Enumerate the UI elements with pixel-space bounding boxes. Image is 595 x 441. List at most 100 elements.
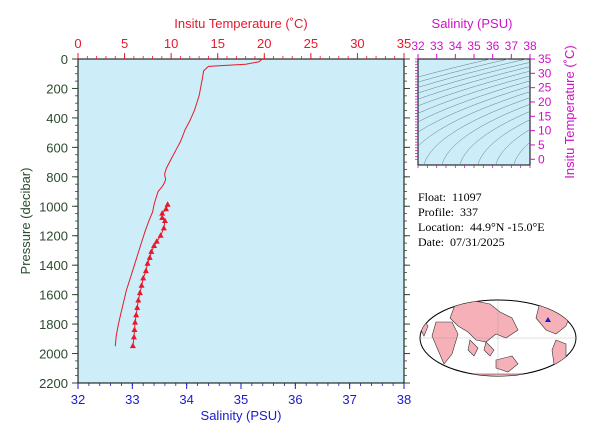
profile-row: Profile: 337 <box>418 205 545 220</box>
float-row: Float: 11097 <box>418 190 545 205</box>
float-info: Float: 11097 Profile: 337 Location: 44.9… <box>418 190 545 250</box>
salinity-axis-label: Salinity (PSU) <box>201 408 282 423</box>
ts-temperature-tick-label: 35 <box>538 52 552 66</box>
temperature-tick-label: 15 <box>210 36 224 51</box>
temperature-tick-label: 35 <box>397 36 411 51</box>
float-label: Float: <box>418 190 447 204</box>
land-shape <box>467 339 479 357</box>
salinity-point <box>129 342 136 349</box>
salinity-point <box>132 319 139 325</box>
ts-salinity-tick-label: 36 <box>486 39 500 53</box>
pressure-tick-label: 800 <box>46 170 68 185</box>
temperature-tick-label: 30 <box>350 36 364 51</box>
salinity-point <box>133 311 140 318</box>
date-row: Date: 07/31/2025 <box>418 235 545 250</box>
density-contour-line <box>423 97 530 165</box>
land-shape <box>483 341 495 357</box>
ts-temperature-tick-label: 20 <box>538 95 552 109</box>
salinity-point <box>164 201 171 207</box>
density-contour-line <box>418 85 530 133</box>
salinity-tick-label: 38 <box>397 392 411 407</box>
salinity-point <box>138 282 145 288</box>
pressure-tick-label: 200 <box>46 81 68 96</box>
ts-salinity-axis-label: Salinity (PSU) <box>432 16 513 31</box>
ts-temperature-tick-label: 0 <box>538 152 545 166</box>
float-value: 11097 <box>452 190 482 204</box>
world-map <box>419 299 577 377</box>
ts-inset-plot <box>417 58 531 166</box>
density-contour-line <box>513 141 530 165</box>
location-row: Location: 44.9°N -15.0°E <box>418 220 545 235</box>
temperature-line <box>114 58 263 347</box>
ts-temperature-axis-label: Insitu Temperature (˚C) <box>562 45 577 178</box>
pressure-tick-label: 1600 <box>39 288 68 303</box>
salinity-tick-label: 35 <box>234 392 248 407</box>
density-contours <box>418 59 530 165</box>
pressure-tick-label: 400 <box>46 111 68 126</box>
temperature-tick-label: 25 <box>304 36 318 51</box>
ts-salinity-tick-label: 37 <box>505 39 519 53</box>
density-contour-line <box>459 111 530 165</box>
salinity-tick-label: 37 <box>342 392 356 407</box>
land-shape <box>495 355 519 373</box>
temperature-tick-label: 5 <box>121 36 128 51</box>
density-contour-line <box>418 59 491 78</box>
salinity-profile <box>129 201 171 349</box>
ts-salinity-tick-label: 34 <box>449 39 463 53</box>
ts-salinity-tick-label: 35 <box>467 39 481 53</box>
salinity-point <box>148 248 155 254</box>
salinity-point <box>159 214 166 221</box>
salinity-tick-label: 34 <box>179 392 193 407</box>
float-location-marker <box>545 317 551 322</box>
profile-value: 337 <box>460 205 478 219</box>
ts-salinity-axis: 32 33 34 35 36 37 38 <box>411 39 537 168</box>
density-contour-line <box>418 59 509 83</box>
salinity-point <box>159 210 166 216</box>
salinity-tick-label: 36 <box>288 392 302 407</box>
salinity-point <box>144 260 151 266</box>
location-label: Location: <box>418 220 464 234</box>
salinity-point <box>131 326 138 332</box>
salinity-tick-label: 32 <box>71 392 85 407</box>
main-plot-area <box>77 58 405 384</box>
pressure-tick-label: 2000 <box>39 347 68 362</box>
pressure-tick-label: 2200 <box>39 376 68 391</box>
salinity-point <box>157 232 164 238</box>
density-contour-line <box>418 91 530 147</box>
ts-temperature-tick-label: 25 <box>538 81 552 95</box>
salinity-point <box>135 297 142 303</box>
density-contour-line <box>418 62 530 94</box>
salinity-point <box>142 267 149 274</box>
density-contour-line <box>418 66 530 100</box>
density-contour-line <box>418 70 530 107</box>
location-value: 44.9°N -15.0°E <box>469 220 545 234</box>
salinity-point <box>161 217 168 223</box>
density-contour-line <box>441 103 530 165</box>
ts-temperature-tick-label: 30 <box>538 66 552 80</box>
date-value: 07/31/2025 <box>450 235 505 249</box>
land-shape <box>449 300 519 343</box>
land-shape <box>551 339 567 373</box>
temperature-tick-label: 0 <box>74 36 81 51</box>
temperature-tick-label: 10 <box>164 36 178 51</box>
land-shape <box>431 321 459 365</box>
density-contour-line <box>495 129 530 165</box>
salinity-point <box>136 289 143 296</box>
pressure-right-axis <box>404 58 410 384</box>
pressure-axis: 0 200 400 600 800 1000 1200 1400 1600 1800 2000 220… <box>39 52 78 391</box>
temperature-profile <box>114 58 263 347</box>
density-contour-line <box>418 80 530 123</box>
temperature-tick-label: 20 <box>257 36 271 51</box>
salinity-point <box>130 333 137 340</box>
salinity-point <box>146 254 153 260</box>
salinity-axis: 32 33 34 35 36 37 38 <box>71 383 411 407</box>
pressure-tick-label: 1200 <box>39 229 68 244</box>
temperature-axis-label: Insitu Temperature (˚C) <box>174 16 307 31</box>
salinity-point <box>134 304 141 310</box>
salinity-point <box>151 242 158 249</box>
ts-salinity-tick-label: 33 <box>430 39 444 53</box>
temperature-axis: 0 5 10 15 20 25 30 35 <box>74 36 411 59</box>
density-contour-line <box>418 75 530 114</box>
